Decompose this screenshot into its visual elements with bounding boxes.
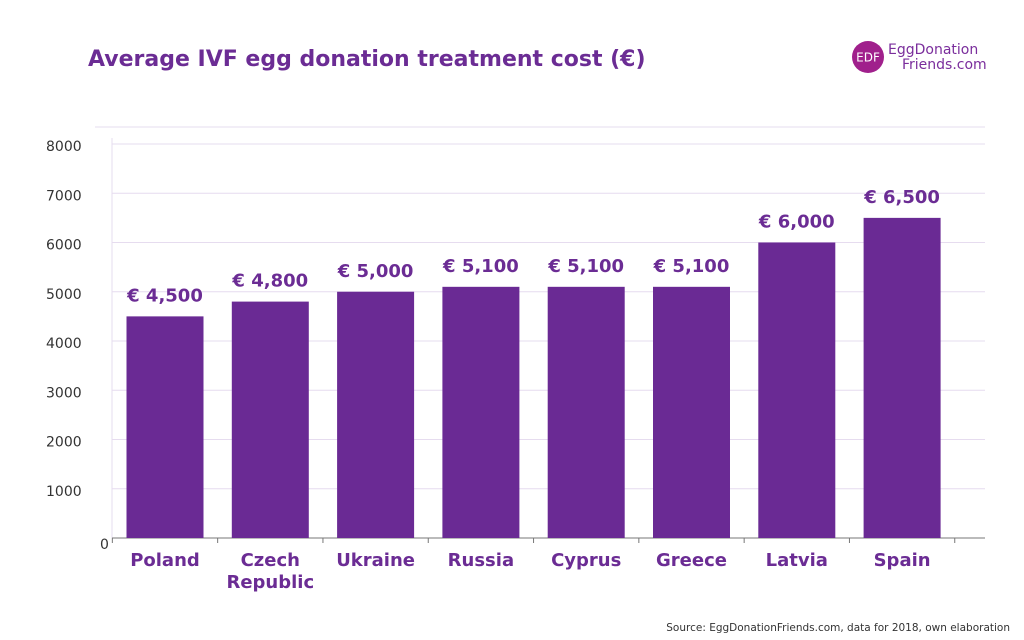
bar xyxy=(126,316,204,538)
bar xyxy=(442,286,520,538)
y-tick-label: 5000 xyxy=(46,287,82,303)
value-label: € 5,100 xyxy=(547,256,624,277)
bar xyxy=(337,291,415,538)
x-tick-label: Russia xyxy=(447,550,515,571)
y-tick-label: 6000 xyxy=(46,238,82,254)
y-tick-label: 2000 xyxy=(46,435,82,451)
source-note: Source: EggDonationFriends.com, data for… xyxy=(666,622,1010,634)
bar xyxy=(231,301,309,538)
x-tick-label: Poland xyxy=(130,550,200,571)
x-tick-label: Greece xyxy=(656,550,727,571)
value-label: € 5,100 xyxy=(442,256,519,277)
x-tick-label: Cyprus xyxy=(551,550,622,571)
x-tick-label: Czech Republic xyxy=(226,550,315,593)
value-label: € 5,100 xyxy=(653,256,730,277)
y-tick-label: 7000 xyxy=(46,188,82,204)
chart-title: Average IVF egg donation treatment cost … xyxy=(88,47,646,72)
bar xyxy=(653,286,730,538)
x-tick-label: Ukraine xyxy=(336,550,415,571)
y-tick-label: 0 xyxy=(100,537,109,553)
y-tick-label: 3000 xyxy=(46,385,82,401)
value-label: € 4,800 xyxy=(231,271,308,292)
logo-circle xyxy=(852,41,884,73)
value-label: € 4,500 xyxy=(126,285,203,306)
bar xyxy=(863,217,941,538)
bar xyxy=(547,286,625,538)
y-tick-label: 1000 xyxy=(46,484,82,500)
value-label: € 6,000 xyxy=(758,212,835,233)
value-label: € 6,500 xyxy=(863,187,940,208)
y-tick-label: 4000 xyxy=(46,336,82,352)
logo-text: Friends.com xyxy=(902,57,987,73)
bar xyxy=(758,242,836,538)
x-tick-label: Latvia xyxy=(765,550,828,571)
logo-mark: EDF xyxy=(856,51,880,65)
y-tick-label: 8000 xyxy=(46,139,82,155)
value-label: € 5,000 xyxy=(337,261,414,282)
x-tick-label: Spain xyxy=(873,550,931,571)
logo-text: EggDonation xyxy=(888,42,978,58)
